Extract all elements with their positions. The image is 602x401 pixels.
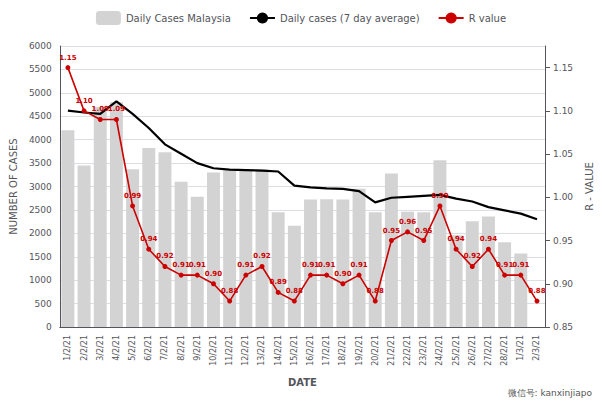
svg-text:6/2/21: 6/2/21 — [144, 335, 153, 361]
svg-text:0.88: 0.88 — [367, 287, 384, 295]
svg-text:4000: 4000 — [29, 135, 52, 145]
svg-text:0.99: 0.99 — [431, 192, 448, 200]
svg-text:R value: R value — [469, 13, 506, 24]
svg-text:1.09: 1.09 — [92, 105, 109, 113]
svg-text:R - VALUE: R - VALUE — [584, 162, 595, 211]
svg-text:20/2/21: 20/2/21 — [371, 335, 380, 366]
svg-text:13/2/21: 13/2/21 — [257, 335, 266, 366]
svg-text:5000: 5000 — [29, 88, 52, 98]
svg-text:28/2/21: 28/2/21 — [500, 335, 509, 366]
svg-text:0.96: 0.96 — [399, 218, 416, 226]
svg-text:16/2/21: 16/2/21 — [306, 335, 315, 366]
svg-text:0.91: 0.91 — [189, 261, 206, 269]
svg-text:0.91: 0.91 — [350, 261, 367, 269]
svg-text:2/3/21: 2/3/21 — [532, 335, 541, 361]
svg-text:3/2/21: 3/2/21 — [96, 335, 105, 361]
svg-text:7/2/21: 7/2/21 — [160, 335, 169, 361]
svg-text:24/2/21: 24/2/21 — [435, 335, 444, 366]
svg-text:9/2/21: 9/2/21 — [193, 335, 202, 361]
svg-text:0.94: 0.94 — [447, 235, 464, 243]
svg-text:0.92: 0.92 — [253, 252, 270, 260]
svg-text:0.91: 0.91 — [318, 261, 335, 269]
svg-text:0.89: 0.89 — [270, 278, 287, 286]
svg-text:14/2/21: 14/2/21 — [274, 335, 283, 366]
svg-text:4/2/21: 4/2/21 — [112, 335, 121, 361]
svg-text:2000: 2000 — [29, 228, 52, 238]
svg-text:0.91: 0.91 — [172, 261, 189, 269]
svg-text:1.15: 1.15 — [59, 54, 76, 62]
svg-text:26/2/21: 26/2/21 — [468, 335, 477, 366]
svg-text:1000: 1000 — [29, 275, 52, 285]
svg-text:0.90: 0.90 — [205, 270, 222, 278]
svg-text:1/3/21: 1/3/21 — [516, 335, 525, 361]
svg-text:27/2/21: 27/2/21 — [484, 335, 493, 366]
svg-text:1500: 1500 — [29, 252, 52, 262]
svg-text:0.95: 0.95 — [383, 227, 400, 235]
svg-text:Daily cases (7 day average): Daily cases (7 day average) — [280, 13, 420, 24]
svg-text:0.91: 0.91 — [512, 261, 529, 269]
svg-text:6000: 6000 — [29, 41, 52, 51]
svg-text:500: 500 — [35, 299, 52, 309]
svg-text:3000: 3000 — [29, 182, 52, 192]
svg-text:0.95: 0.95 — [415, 227, 432, 235]
svg-text:22/2/21: 22/2/21 — [403, 335, 412, 366]
svg-text:1.05: 1.05 — [553, 149, 573, 159]
svg-text:25/2/21: 25/2/21 — [452, 335, 461, 366]
svg-text:0.90: 0.90 — [334, 270, 351, 278]
svg-text:0: 0 — [46, 322, 52, 332]
svg-text:19/2/21: 19/2/21 — [355, 335, 364, 366]
svg-text:1.15: 1.15 — [553, 63, 573, 73]
svg-text:0.92: 0.92 — [464, 252, 481, 260]
svg-text:1.10: 1.10 — [75, 97, 92, 105]
svg-text:11/2/21: 11/2/21 — [225, 335, 234, 366]
svg-text:0.88: 0.88 — [221, 287, 238, 295]
svg-text:0.88: 0.88 — [528, 287, 545, 295]
svg-text:NUMBER OF CASES: NUMBER OF CASES — [8, 138, 19, 234]
svg-text:0.92: 0.92 — [156, 252, 173, 260]
svg-text:17/2/21: 17/2/21 — [322, 335, 331, 366]
svg-text:0.94: 0.94 — [140, 235, 157, 243]
svg-text:0.99: 0.99 — [124, 192, 141, 200]
svg-text:1.00: 1.00 — [553, 192, 573, 202]
svg-text:5/2/21: 5/2/21 — [128, 335, 137, 361]
svg-text:8/2/21: 8/2/21 — [177, 335, 186, 361]
svg-text:2500: 2500 — [29, 205, 52, 215]
svg-text:0.91: 0.91 — [496, 261, 513, 269]
svg-text:1.09: 1.09 — [108, 105, 125, 113]
svg-text:0.94: 0.94 — [480, 235, 497, 243]
svg-text:21/2/21: 21/2/21 — [387, 335, 396, 366]
svg-text:0.88: 0.88 — [286, 287, 303, 295]
svg-text:0.91: 0.91 — [302, 261, 319, 269]
svg-text:0.90: 0.90 — [553, 279, 573, 289]
svg-text:18/2/21: 18/2/21 — [338, 335, 347, 366]
svg-text:12/2/21: 12/2/21 — [241, 335, 250, 366]
svg-text:0.85: 0.85 — [553, 322, 573, 332]
svg-text:23/2/21: 23/2/21 — [419, 335, 428, 366]
svg-text:0.95: 0.95 — [553, 236, 573, 246]
svg-text:5500: 5500 — [29, 64, 52, 74]
svg-text:4500: 4500 — [29, 111, 52, 121]
svg-text:1/2/21: 1/2/21 — [63, 335, 72, 361]
svg-text:10/2/21: 10/2/21 — [209, 335, 218, 366]
svg-text:DATE: DATE — [288, 377, 317, 388]
svg-text:2/2/21: 2/2/21 — [80, 335, 89, 361]
svg-text:1.10: 1.10 — [553, 106, 573, 116]
svg-text:0.91: 0.91 — [237, 261, 254, 269]
svg-text:3500: 3500 — [29, 158, 52, 168]
svg-text:微信号: kanxinjiapo: 微信号: kanxinjiapo — [508, 388, 593, 398]
svg-text:Daily Cases Malaysia: Daily Cases Malaysia — [126, 13, 231, 24]
svg-text:15/2/21: 15/2/21 — [290, 335, 299, 366]
